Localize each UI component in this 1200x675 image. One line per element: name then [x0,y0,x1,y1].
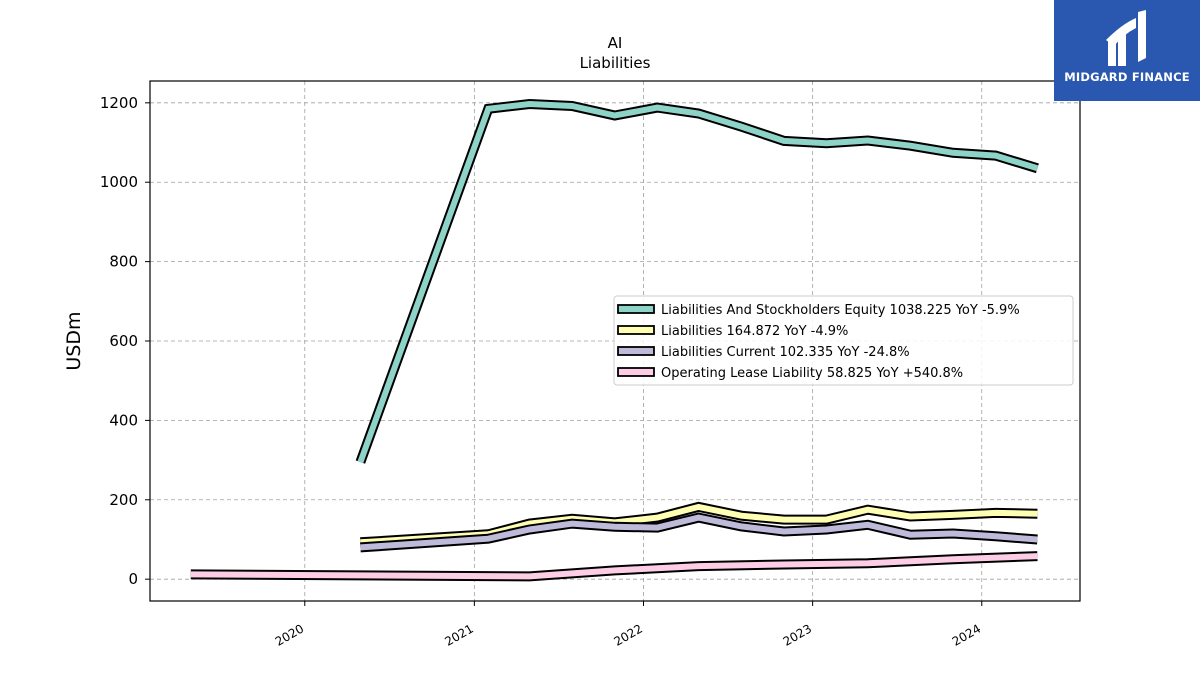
chart-subtitle: Liabilities [580,54,651,72]
y-tick-label: 0 [128,570,138,588]
x-tick-label: 2022 [612,621,645,648]
series-1 [360,501,1038,548]
x-tick-label: 2021 [442,621,475,648]
brand-logo-mark [1106,10,1146,66]
legend-label: Operating Lease Liability 58.825 YoY +54… [661,366,963,381]
legend-swatch [617,325,655,335]
chart-title: AI [608,34,623,52]
series-3 [190,551,1038,582]
series-line [357,100,1039,464]
y-tick-label: 800 [109,253,138,271]
brand-logo: MIDGARD FINANCE [1054,0,1200,101]
series-0 [355,98,1039,464]
series-line [360,514,1038,551]
series-line [190,553,1038,580]
legend-swatch [617,367,655,377]
legend-swatch [617,304,655,314]
y-axis-label: USDm [63,311,85,370]
series-lines [190,98,1039,582]
legend-swatch [617,346,655,356]
legend-label: Liabilities Current 102.335 YoY -24.8% [661,345,910,360]
brand-name: MIDGARD FINANCE [1064,70,1190,84]
legend-label: Liabilities And Stockholders Equity 1038… [661,303,1020,318]
series-line-outline [355,98,1039,464]
x-tick-label: 2020 [273,621,306,648]
x-tick-label: 2023 [781,621,814,648]
y-tick-label: 1200 [100,94,138,112]
y-tick-label: 200 [109,491,138,509]
series-line [360,503,1038,546]
legend-box [613,295,1074,386]
y-tick-label: 600 [109,332,138,350]
legend: Liabilities And Stockholders Equity 1038… [613,295,1074,386]
series-2 [360,512,1038,553]
y-tick-label: 1000 [100,173,138,191]
y-tick-label: 400 [109,411,138,429]
x-tick-label: 2024 [950,621,983,648]
legend-label: Liabilities 164.872 YoY -4.9% [661,324,848,339]
